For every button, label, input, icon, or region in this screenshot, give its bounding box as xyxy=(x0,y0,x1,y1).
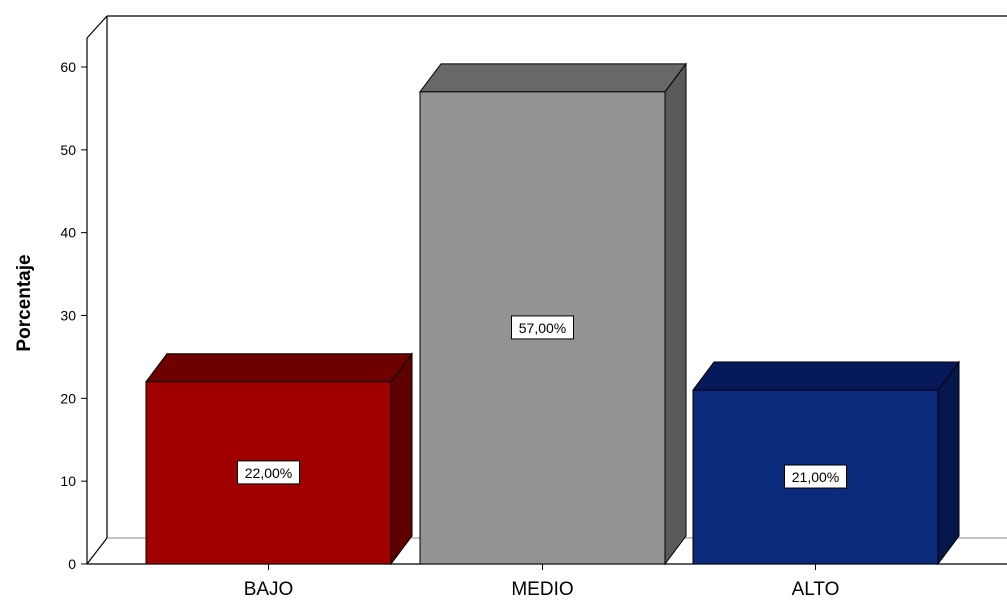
data-label: 21,00% xyxy=(792,469,839,485)
data-label-box xyxy=(511,315,574,340)
y-tick-label: 0 xyxy=(68,556,76,572)
x-tick-label: BAJO xyxy=(244,579,294,600)
bars: 22,00% 57,00% 21,00% xyxy=(145,62,960,566)
y-tick-label: 30 xyxy=(60,308,76,324)
bar-side xyxy=(664,62,687,566)
bar-side xyxy=(390,352,413,566)
x-axis-labels: BAJO MEDIO ALTO xyxy=(244,564,840,600)
frame-depth-top xyxy=(86,15,108,39)
y-axis-title: Porcentaje xyxy=(14,254,35,351)
x-tick-label: ALTO xyxy=(792,579,840,600)
y-tick-label: 40 xyxy=(60,225,76,241)
frame-depth-bottom xyxy=(86,537,108,565)
bar-top xyxy=(145,353,413,383)
bar-top xyxy=(419,63,687,93)
data-label: 57,00% xyxy=(519,320,566,336)
bar-top xyxy=(692,361,960,391)
y-axis: 0 10 20 30 40 50 60 xyxy=(60,59,87,572)
bar-bajo: 22,00% xyxy=(145,352,413,566)
data-label-box xyxy=(237,460,300,485)
y-tick-label: 10 xyxy=(60,473,76,489)
y-tick-label: 20 xyxy=(60,390,76,406)
x-tick-label: MEDIO xyxy=(511,579,573,600)
data-label: 22,00% xyxy=(245,465,292,481)
bar-alto: 21,00% xyxy=(692,360,960,566)
bar-side xyxy=(937,360,960,566)
y-tick-label: 50 xyxy=(60,142,76,158)
bar-medio: 57,00% xyxy=(419,62,687,566)
y-tick-label: 60 xyxy=(60,59,76,75)
data-label-box xyxy=(784,464,847,489)
